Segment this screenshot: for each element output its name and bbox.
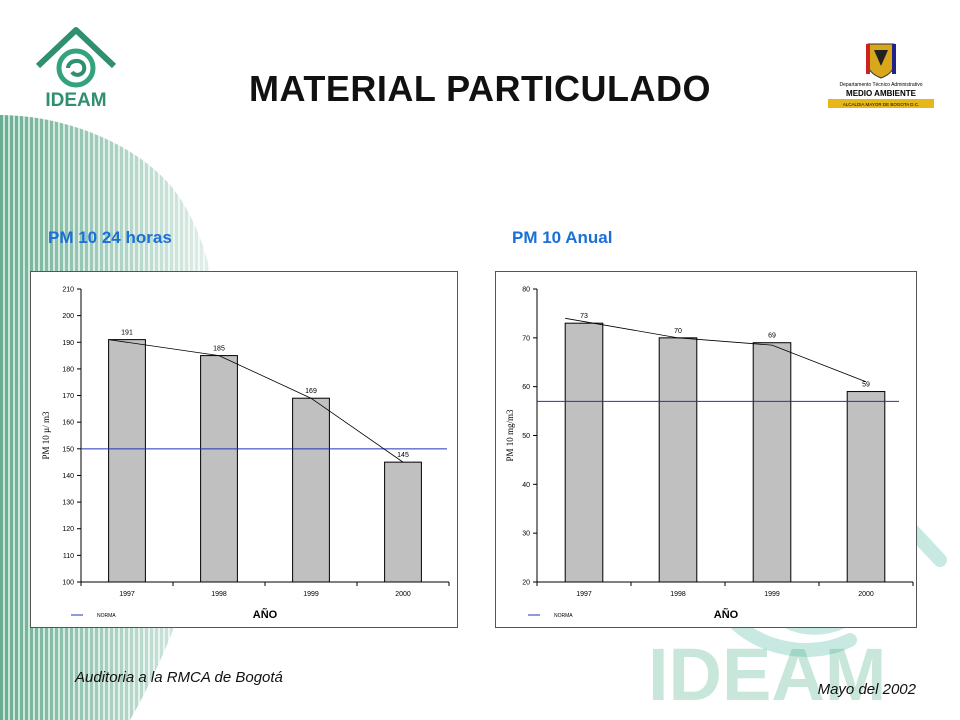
y-axis-title: PM 10 mg/m3 — [505, 409, 515, 462]
bar-1999 — [752, 342, 792, 583]
bar-1999 — [292, 397, 330, 583]
y-tick-label: 20 — [522, 580, 530, 587]
y-tick-label: 50 — [522, 433, 530, 440]
x-tick-label: 1999 — [764, 591, 780, 598]
y-tick-label: 60 — [522, 384, 530, 391]
trend-line — [108, 339, 404, 463]
bar-2000 — [384, 461, 422, 583]
y-tick-label: 130 — [62, 500, 74, 507]
data-label: 191 — [121, 330, 133, 337]
slide-title: MATERIAL PARTICULADO — [249, 68, 711, 109]
svg-text:ALCALDIA MAYOR DE BOGOTA D.C.: ALCALDIA MAYOR DE BOGOTA D.C. — [843, 102, 920, 107]
chart-1-heading: PM 10 24 horas — [48, 228, 172, 247]
data-label: 69 — [768, 333, 776, 340]
chart-pm10-anual: 20 30 40 50 60 70 80 1997 1998 1999 2000 73 70 69 59 PM… — [495, 271, 917, 628]
bar-2000 — [846, 391, 886, 583]
y-tick-label: 100 — [62, 580, 74, 587]
chart-2-heading: PM 10 Anual — [512, 228, 613, 247]
y-tick-label: 120 — [62, 526, 74, 533]
y-tick-label: 170 — [62, 393, 74, 400]
bar-1998 — [658, 337, 698, 583]
svg-text:Departamento Técnico Administr: Departamento Técnico Administrativo — [839, 82, 922, 88]
data-label: 145 — [397, 452, 409, 459]
x-tick-label: 1998 — [211, 591, 227, 598]
data-label: 169 — [305, 388, 317, 395]
legend-norma-label: NORMA — [554, 613, 573, 619]
chart-pm10-24h-svg: 100 110 120 130 140 150 160 170 180 190 200 210 1997… — [41, 287, 450, 621]
data-label: 59 — [862, 382, 870, 389]
y-tick-label: 140 — [62, 473, 74, 480]
legend-norma-label: NORMA — [97, 613, 116, 619]
y-tick-label: 40 — [522, 482, 530, 489]
y-axis-title: PM 10 µ/ m3 — [41, 411, 51, 459]
y-tick-label: 190 — [62, 340, 74, 347]
y-tick-label: 80 — [522, 287, 530, 294]
x-tick-label: 1999 — [303, 591, 319, 598]
ideam-logo: IDEAM — [35, 27, 117, 110]
x-tick-label: 2000 — [858, 591, 874, 598]
x-axis-title: AÑO — [714, 608, 739, 621]
chart-pm10-24h: 100 110 120 130 140 150 160 170 180 190 200 210 1997… — [30, 271, 458, 628]
y-tick-label: 210 — [62, 287, 74, 294]
footer-audit-text: Auditoria a la RMCA de Bogotá — [75, 669, 283, 686]
y-tick-label: 30 — [522, 531, 530, 538]
bar-1998 — [200, 355, 238, 583]
ideam-watermark-text: IDEAM — [648, 633, 886, 716]
bar-1997 — [108, 339, 146, 583]
svg-text:IDEAM: IDEAM — [45, 90, 106, 110]
svg-text:MEDIO AMBIENTE: MEDIO AMBIENTE — [846, 89, 917, 98]
footer-date-text: Mayo del 2002 — [817, 681, 916, 698]
chart-pm10-anual-svg: 20 30 40 50 60 70 80 1997 1998 1999 2000 73 70 69 59 PM… — [505, 287, 914, 621]
data-label: 73 — [580, 313, 588, 320]
dama-logo: Departamento Técnico Administrativo MEDI… — [828, 43, 934, 108]
y-tick-label: 150 — [62, 446, 74, 453]
data-label: 185 — [213, 346, 225, 353]
x-tick-label: 2000 — [395, 591, 411, 598]
x-tick-label: 1998 — [670, 591, 686, 598]
bar-1997 — [564, 322, 604, 583]
trend-line — [565, 317, 867, 383]
y-tick-label: 160 — [62, 420, 74, 427]
y-tick-label: 110 — [63, 553, 74, 560]
y-tick-label: 200 — [62, 313, 74, 320]
data-label: 70 — [674, 328, 682, 335]
x-tick-label: 1997 — [119, 591, 135, 598]
x-tick-label: 1997 — [576, 591, 592, 598]
x-axis-title: AÑO — [253, 608, 278, 621]
y-tick-label: 180 — [62, 366, 74, 373]
y-tick-label: 70 — [522, 335, 530, 342]
